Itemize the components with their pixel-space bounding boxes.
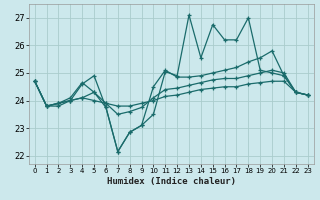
X-axis label: Humidex (Indice chaleur): Humidex (Indice chaleur) [107, 177, 236, 186]
